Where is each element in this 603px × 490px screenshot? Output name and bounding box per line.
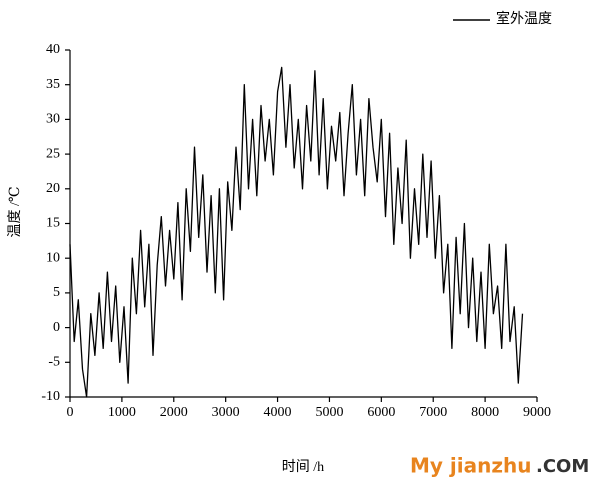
x-tick-label: 1000 [108, 405, 136, 420]
y-tick-label: 35 [46, 77, 60, 92]
x-axis-label: 时间 /h [282, 459, 324, 475]
y-tick-label: -5 [48, 355, 60, 370]
x-tick-label: 3000 [212, 405, 240, 420]
y-tick-label: 10 [46, 250, 60, 265]
y-tick-label: 15 [46, 216, 60, 231]
y-tick-label: 0 [53, 320, 60, 335]
x-tick-label: 6000 [367, 405, 395, 420]
y-tick-label: 30 [46, 112, 60, 127]
watermark-suffix: .COM [536, 456, 589, 477]
x-tick-label: 2000 [160, 405, 188, 420]
y-axis-label: 温度 /℃ [7, 186, 23, 237]
watermark-brand: My jianzhu [410, 454, 531, 478]
y-tick-label: 5 [53, 285, 60, 300]
x-tick-label: 8000 [471, 405, 499, 420]
y-tick-label: 20 [46, 181, 60, 196]
x-tick-label: 7000 [419, 405, 447, 420]
x-tick-label: 9000 [523, 405, 551, 420]
x-tick-label: 5000 [315, 405, 343, 420]
y-tick-label: -10 [41, 389, 60, 404]
legend-label: 室外温度 [496, 10, 552, 27]
y-tick-label: 25 [46, 146, 60, 161]
x-tick-label: 4000 [264, 405, 292, 420]
y-tick-label: 40 [46, 42, 60, 57]
x-tick-label: 0 [67, 405, 74, 420]
temperature-line [69, 66, 524, 398]
